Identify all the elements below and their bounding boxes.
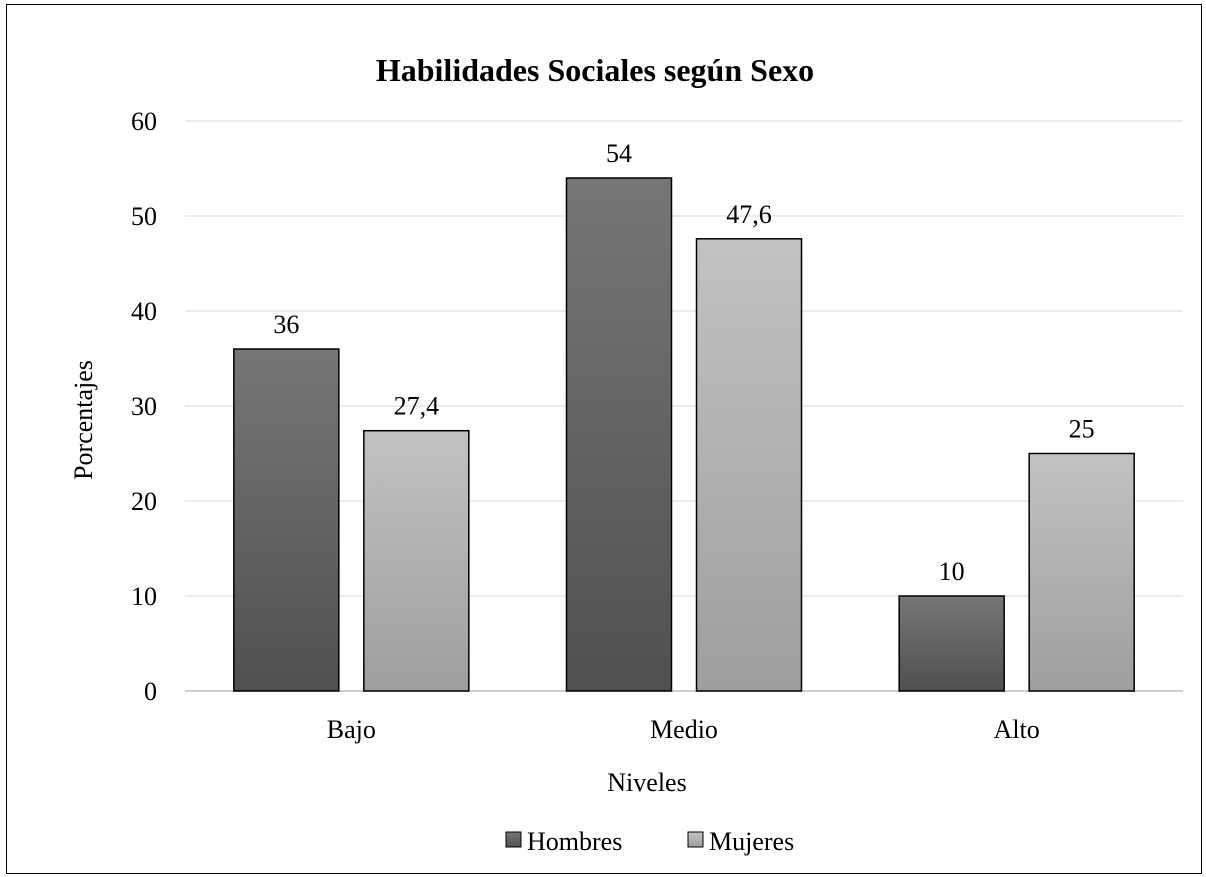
y-tick-label: 30 xyxy=(131,392,157,421)
legend: Hombres Mujeres xyxy=(505,827,794,856)
y-axis-ticks: 0 10 20 30 40 50 60 xyxy=(131,107,157,706)
bar-hombres-medio xyxy=(565,177,673,692)
data-label: 10 xyxy=(939,557,965,586)
x-tick-label: Alto xyxy=(994,715,1040,744)
bar-hombres-alto xyxy=(898,595,1005,692)
bar-hombres-bajo xyxy=(233,348,340,692)
y-tick-label: 10 xyxy=(131,582,157,611)
bar-mujeres-alto xyxy=(1028,452,1135,692)
data-label: 27,4 xyxy=(394,392,440,421)
bar-mujeres-medio xyxy=(695,238,803,692)
x-axis-ticks: Bajo Medio Alto xyxy=(327,715,1040,744)
y-tick-label: 60 xyxy=(131,107,157,136)
bar-mujeres-bajo xyxy=(363,429,470,692)
legend-swatch-mujeres xyxy=(687,831,704,848)
data-label: 25 xyxy=(1069,415,1095,444)
legend-swatch-hombres xyxy=(505,831,522,848)
legend-label-mujeres: Mujeres xyxy=(709,827,794,856)
y-tick-label: 0 xyxy=(144,677,157,706)
x-tick-label: Medio xyxy=(650,715,718,744)
x-axis-title: Niveles xyxy=(607,768,686,797)
bars xyxy=(233,177,1135,692)
y-axis-title: Porcentajes xyxy=(69,360,98,480)
chart-title: Habilidades Sociales según Sexo xyxy=(376,52,814,88)
y-tick-label: 40 xyxy=(131,297,157,326)
y-tick-label: 50 xyxy=(131,202,157,231)
y-tick-label: 20 xyxy=(131,487,157,516)
data-label: 47,6 xyxy=(726,200,772,229)
data-labels: 36 27,4 54 47,6 10 25 xyxy=(273,139,1094,586)
data-label: 36 xyxy=(273,310,299,339)
gridlines xyxy=(185,120,1183,692)
legend-label-hombres: Hombres xyxy=(527,827,622,856)
x-tick-label: Bajo xyxy=(327,715,376,744)
data-label: 54 xyxy=(606,139,632,168)
